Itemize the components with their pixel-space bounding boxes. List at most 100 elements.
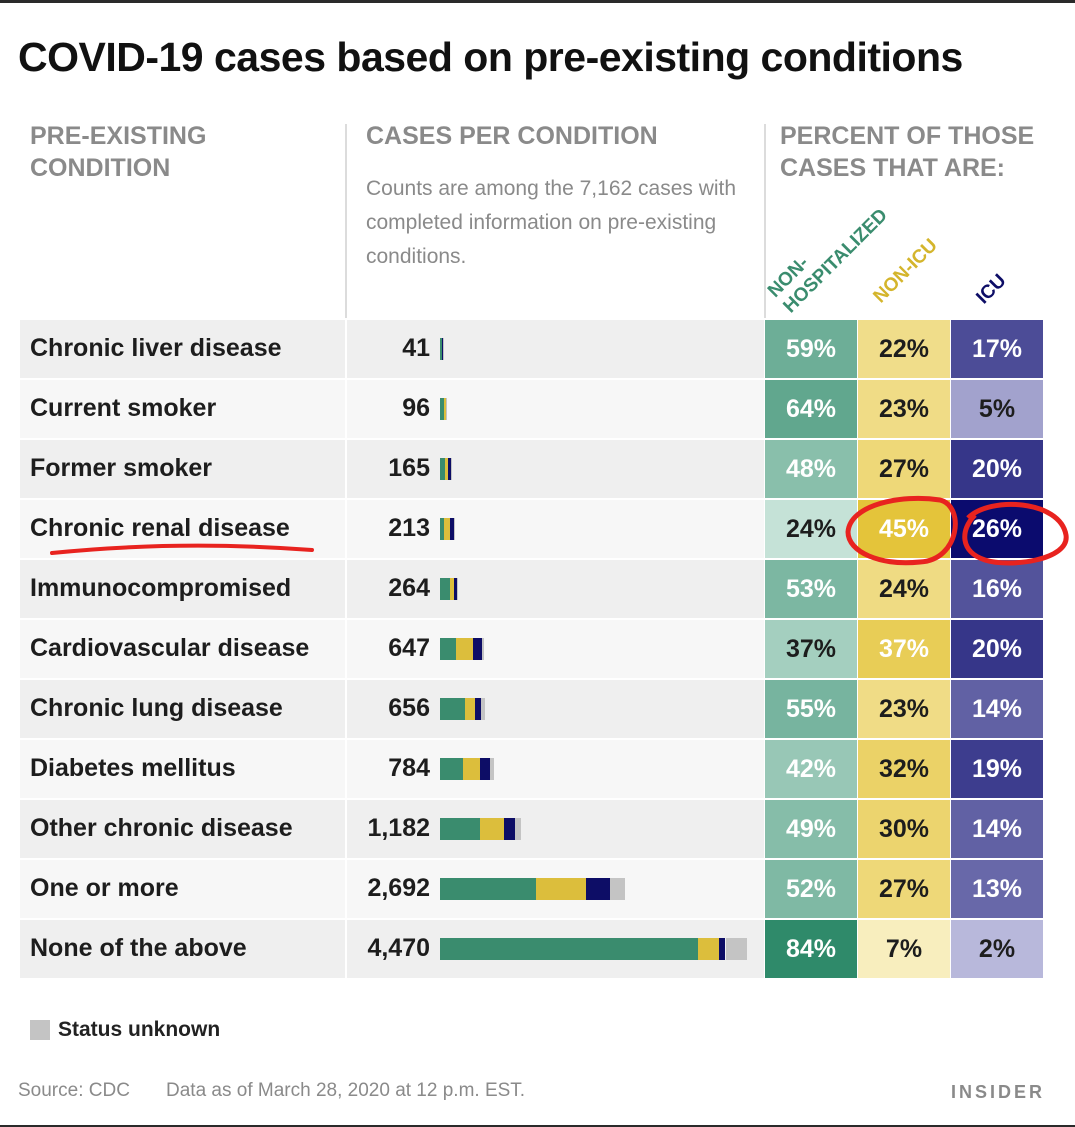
bar-segment-non-hospitalized [440,698,465,720]
bar-segment-icu [450,518,454,540]
condition-label: Immunocompromised [30,574,292,602]
table-row [20,680,764,738]
non-hospitalized-cell: 42% [765,740,857,798]
icu-cell: 19% [951,740,1043,798]
bar-segment-icu [448,458,451,480]
data-date-text: Data as of March 28, 2020 at 12 p.m. EST… [166,1080,526,1101]
condition-label: One or more [30,874,179,902]
non-hospitalized-cell: 52% [765,860,857,918]
condition-label: Other chronic disease [30,814,293,842]
bar-segment-icu [472,638,482,660]
table-row [20,440,764,498]
row-divider [345,320,347,378]
bar-segment-non-icu [443,518,451,540]
row-divider [345,620,347,678]
non-icu-cell: 27% [858,860,950,918]
table-row [20,320,764,378]
icu-cell: 20% [951,440,1043,498]
case-count: 41 [402,334,430,362]
bar-segment-non-hospitalized [440,638,457,660]
bottom-border [0,1125,1075,1127]
condition-label: Chronic renal disease [30,514,290,542]
chart-title: COVID-19 cases based on pre-existing con… [18,34,963,80]
bar-segment-unknown [442,338,444,360]
icu-cell: 13% [951,860,1043,918]
non-hospitalized-cell: 59% [765,320,857,378]
non-hospitalized-cell: 37% [765,620,857,678]
non-hospitalized-cell: 64% [765,380,857,438]
icu-cell: 2% [951,920,1043,978]
case-count: 2,692 [367,874,430,902]
bar-segment-non-icu [441,338,443,360]
icu-cell: 14% [951,800,1043,858]
percent-header: PERCENT OF THOSE CASES THAT ARE: [780,122,1035,182]
icu-cell: 16% [951,560,1043,618]
non-icu-cell: 22% [858,320,950,378]
table-row [20,860,764,918]
row-divider [345,440,347,498]
cases-note: Counts are among the 7,162 cases with co… [366,177,737,268]
bar-segment-unknown [450,458,452,480]
row-divider [345,860,347,918]
case-count: 4,470 [367,934,430,962]
bar-segment-unknown [446,398,448,420]
table-row [20,740,764,798]
condition-label: Cardiovascular disease [30,634,310,662]
status-unknown-label: Status unknown [58,1018,221,1041]
non-hospitalized-cell: 55% [765,680,857,738]
case-count: 264 [388,574,430,602]
row-divider [345,560,347,618]
bar-segment-non-icu [445,458,449,480]
row-divider [345,740,347,798]
bar-segment-icu [442,338,444,360]
condition-label: Diabetes mellitus [30,754,236,782]
bar-segment-unknown [515,818,522,840]
non-icu-cell: 27% [858,440,950,498]
column-divider [764,124,766,318]
column-divider [345,124,347,318]
bar-segment-unknown [481,638,485,660]
non-hospitalized-cell: 48% [765,440,857,498]
case-count: 165 [388,454,430,482]
row-divider [345,920,347,978]
top-border [0,0,1075,3]
icu-cell: 26% [951,500,1043,558]
non-icu-cell: 24% [858,560,950,618]
bar-segment-non-icu [479,818,505,840]
bar-segment-non-hospitalized [440,338,442,360]
non-icu-cell: 23% [858,680,950,738]
row-divider [345,380,347,438]
icu-cell: 5% [951,380,1043,438]
non-icu-cell: 7% [858,920,950,978]
bar-segment-non-hospitalized [440,878,537,900]
case-count: 784 [388,754,430,782]
condition-label: Former smoker [30,454,213,482]
bar-segment-non-hospitalized [440,398,445,420]
table-row [20,380,764,438]
bar-segment-unknown [490,758,494,780]
bar-segment-icu [504,818,516,840]
bar-segment-icu [475,698,482,720]
non-hospitalized-cell: 84% [765,920,857,978]
bar-segment-unknown [453,518,455,540]
bar-segment-non-hospitalized [440,578,450,600]
condition-label: Current smoker [30,394,217,422]
non-hospitalized-cell: 53% [765,560,857,618]
bar-segment-icu [453,578,457,600]
source-text: Source: CDC [18,1080,130,1101]
bar-segment-unknown [725,938,747,960]
publisher-logo: INSIDER [950,1082,1045,1102]
bar-segment-non-icu [464,698,476,720]
bar-segment-non-icu [697,938,720,960]
table-row [20,560,764,618]
bar-segment-non-icu [444,398,446,420]
non-icu-cell: 23% [858,380,950,438]
non-hospitalized-label: NON- HOSPITALIZED [763,204,892,318]
bar-segment-non-icu [456,638,473,660]
case-count: 647 [388,634,430,662]
icu-cell: 17% [951,320,1043,378]
case-count: 656 [388,694,430,722]
case-count: 213 [388,514,430,542]
case-count: 1,182 [367,814,430,842]
